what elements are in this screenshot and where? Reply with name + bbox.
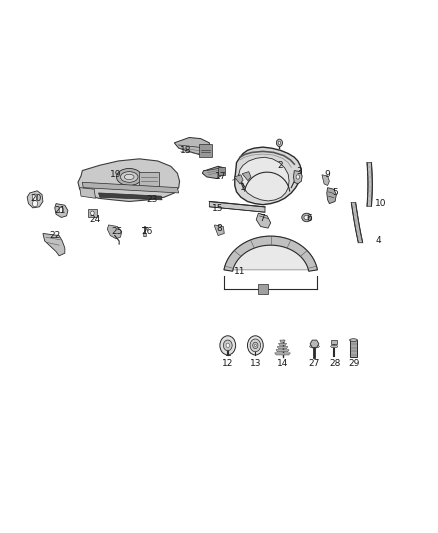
Text: 4: 4 [376,237,381,245]
Text: 28: 28 [329,359,341,368]
Polygon shape [107,225,122,239]
Text: 15: 15 [212,205,224,213]
Circle shape [278,141,281,144]
Text: 7: 7 [259,214,265,223]
Circle shape [250,339,261,352]
Ellipse shape [331,345,338,348]
Text: 19: 19 [110,171,122,179]
Circle shape [223,340,232,351]
Text: 14: 14 [277,359,288,368]
Circle shape [220,336,236,355]
FancyBboxPatch shape [139,172,159,187]
Circle shape [226,343,230,348]
Text: 29: 29 [348,359,360,368]
Polygon shape [43,233,65,256]
Text: 18: 18 [180,146,192,155]
Polygon shape [224,236,318,270]
Circle shape [253,342,258,349]
Ellipse shape [310,345,319,348]
Ellipse shape [124,174,134,180]
Polygon shape [367,163,372,206]
Polygon shape [242,172,251,181]
Polygon shape [275,353,290,355]
Polygon shape [322,175,329,185]
Polygon shape [224,236,318,271]
Circle shape [32,194,38,200]
Polygon shape [234,175,243,184]
Polygon shape [280,340,285,342]
Polygon shape [174,138,210,156]
Polygon shape [256,213,271,228]
Circle shape [32,200,38,207]
Polygon shape [80,188,95,198]
FancyBboxPatch shape [258,284,268,294]
Text: 3: 3 [296,167,302,176]
Text: 6: 6 [306,214,312,223]
Circle shape [254,344,256,346]
Ellipse shape [350,339,357,342]
Text: 5: 5 [332,189,338,197]
Polygon shape [351,203,363,243]
Text: 8: 8 [216,224,222,232]
Text: 25: 25 [112,228,123,236]
Ellipse shape [304,215,309,220]
Polygon shape [215,225,224,236]
Text: 12: 12 [222,359,233,368]
FancyBboxPatch shape [218,167,225,175]
Circle shape [247,336,263,355]
FancyBboxPatch shape [143,233,146,236]
Polygon shape [310,340,319,348]
Text: 26: 26 [141,228,152,236]
Polygon shape [235,147,301,205]
Text: 23: 23 [147,196,158,204]
Polygon shape [279,343,286,345]
Polygon shape [27,191,43,208]
FancyBboxPatch shape [199,144,212,157]
Text: 13: 13 [250,359,261,368]
Text: 20: 20 [31,194,42,203]
Text: 10: 10 [375,199,387,208]
Ellipse shape [120,172,138,182]
Circle shape [59,207,64,213]
Text: 27: 27 [309,359,320,368]
Polygon shape [276,350,289,352]
Text: 22: 22 [49,231,60,240]
Polygon shape [78,159,180,201]
Ellipse shape [117,168,142,185]
Text: 1: 1 [240,183,246,192]
Polygon shape [293,171,302,184]
Text: 24: 24 [90,215,101,224]
Text: 21: 21 [55,206,66,215]
Polygon shape [277,346,288,349]
Text: 11: 11 [234,268,246,276]
Polygon shape [55,204,68,217]
FancyBboxPatch shape [331,340,337,344]
FancyBboxPatch shape [88,209,97,217]
Polygon shape [209,201,265,212]
Ellipse shape [302,213,311,222]
Polygon shape [202,166,224,179]
Circle shape [296,175,300,179]
Text: 17: 17 [215,173,227,181]
Circle shape [276,139,283,147]
Text: 9: 9 [325,171,331,179]
Polygon shape [239,157,289,201]
FancyBboxPatch shape [350,340,357,357]
Polygon shape [327,188,336,204]
Text: 2: 2 [278,161,283,169]
Polygon shape [82,182,179,193]
Circle shape [91,211,94,215]
Polygon shape [99,193,162,200]
